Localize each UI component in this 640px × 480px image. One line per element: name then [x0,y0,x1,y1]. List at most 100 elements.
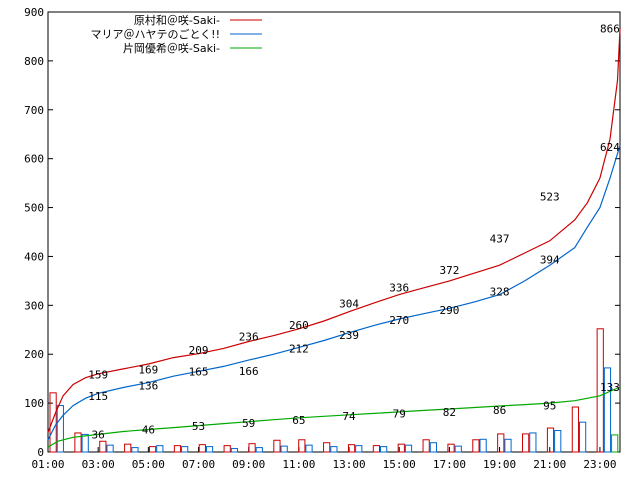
data-label: 239 [339,329,359,342]
data-label-layer: 159 169 209 236 260 304 336 372 437 523 866 115 136 1… [88,23,620,442]
hourly-bar [355,445,363,453]
hourly-bar [571,406,579,453]
hourly-bar [529,432,537,453]
x-axis-ticks: 01:00 03:00 05:00 07:00 09:00 11:00 13:00 15:00… [31,447,616,471]
hourly-bar [611,434,619,453]
x-tick-label: 15:00 [383,458,416,471]
x-tick-label: 01:00 [31,458,64,471]
data-label: 212 [289,342,309,355]
series-line-2 [47,386,621,448]
data-label: 165 [189,365,209,378]
data-label: 86 [493,404,506,417]
data-label: 437 [490,232,510,245]
hourly-bar [99,440,107,453]
y-tick-label: 300 [24,299,44,312]
data-label: 260 [289,319,309,332]
hourly-bar [404,444,413,453]
y-tick-label: 100 [24,397,44,410]
data-label: 372 [439,264,459,277]
hourly-bar [156,445,164,453]
data-label: 328 [490,286,510,299]
y-tick-label: 600 [24,153,44,166]
hourly-bar [198,444,206,453]
hourly-bar [248,443,256,453]
data-label: 74 [342,410,356,423]
hourly-bar [223,445,231,453]
data-label: 59 [242,417,255,430]
hourly-bar [397,443,405,453]
x-tick-label: 09:00 [232,458,265,471]
data-label: 95 [543,400,556,413]
hourly-bar [305,444,313,453]
hourly-bar [422,439,430,453]
data-label: 336 [389,282,409,295]
hourly-bar [472,439,480,453]
hourly-bar [106,444,114,453]
data-label: 624 [600,141,620,154]
hourly-bar [372,445,381,453]
hourly-bar [131,447,139,453]
hourly-bar [205,446,214,453]
x-tick-label: 11:00 [282,458,315,471]
hourly-bar [447,443,455,453]
x-tick-label: 21:00 [533,458,566,471]
hourly-bar [330,446,338,453]
hourly-bar [56,405,64,453]
hourly-bar [454,445,462,453]
hourly-bar [603,367,612,453]
data-label: 136 [138,380,158,393]
data-label: 866 [600,23,620,36]
legend-label-2: 片岡優希＠咲-Saki- [123,41,220,55]
hourly-bar [230,448,239,453]
hourly-bar [273,439,281,453]
data-label: 115 [88,390,108,403]
data-label: 46 [142,424,155,437]
hourly-bar [173,445,182,453]
hourly-bar [596,328,604,453]
x-tick-label: 07:00 [182,458,215,471]
hourly-bar [124,443,132,453]
hourly-bar [429,442,437,453]
hourly-bar [148,446,157,453]
data-label: 166 [239,365,259,378]
legend-label-0: 原村和＠咲-Saki- [134,13,220,27]
legend: 原村和＠咲-Saki- マリア＠ハヤテのごとく!! 片岡優希＠咲-Saki- [91,13,262,55]
y-tick-label: 400 [24,250,44,263]
x-tick-label: 13:00 [332,458,365,471]
hourly-bar [554,429,562,453]
hourly-bar [81,433,89,453]
hourly-bar [255,447,263,453]
series-line-1 [47,145,621,441]
data-label: 304 [339,297,359,310]
hourly-bar [280,445,288,453]
hourly-bar [479,438,487,453]
data-label: 209 [189,344,209,357]
x-tick-label: 23:00 [583,458,616,471]
hourly-bar [380,446,388,453]
data-label: 236 [239,331,259,344]
x-tick-label: 05:00 [132,458,165,471]
legend-label-1: マリア＠ハヤテのごとく!! [91,27,221,41]
data-label: 65 [292,414,305,427]
y-tick-label: 500 [24,202,44,215]
hourly-bar [49,392,57,453]
x-tick-label: 19:00 [483,458,516,471]
series-line-0 [47,28,621,433]
hourly-bar [323,442,331,453]
data-label: 270 [389,314,409,327]
data-label: 394 [540,253,560,266]
y-tick-label: 0 [37,446,44,459]
hourly-bar [74,432,82,453]
data-label: 523 [540,190,560,203]
data-label: 169 [138,363,158,376]
y-tick-label: 200 [24,348,44,361]
hourly-bar [497,433,505,453]
hourly-bar [504,438,512,453]
y-tick-label: 900 [24,6,44,19]
hourly-bar [347,444,356,453]
data-label: 133 [600,381,620,394]
y-tick-label: 700 [24,104,44,117]
data-label: 79 [393,407,406,420]
hourly-bar [181,446,189,453]
